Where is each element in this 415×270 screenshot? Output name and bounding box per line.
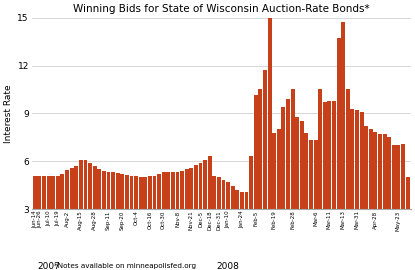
Bar	[364, 126, 368, 257]
Bar	[240, 192, 244, 257]
Bar	[244, 192, 249, 257]
Bar	[268, 18, 271, 257]
Bar	[360, 112, 364, 257]
Bar	[83, 160, 88, 257]
Bar	[401, 144, 405, 257]
Bar	[176, 172, 179, 257]
Bar	[134, 176, 138, 257]
Bar	[65, 170, 69, 257]
Bar	[327, 102, 331, 257]
Bar	[369, 129, 373, 257]
Bar	[157, 174, 161, 257]
Bar	[171, 173, 175, 257]
Bar	[355, 110, 359, 257]
Bar	[139, 177, 143, 257]
Y-axis label: Interest Rate: Interest Rate	[4, 84, 13, 143]
Bar	[226, 182, 230, 257]
Bar	[107, 172, 110, 257]
Bar	[222, 180, 225, 257]
Bar	[259, 89, 262, 257]
Bar	[37, 176, 42, 257]
Bar	[305, 133, 308, 257]
Bar	[116, 173, 120, 257]
Text: *Notes available on minneapolisfed.org: *Notes available on minneapolisfed.org	[54, 263, 196, 269]
Bar	[277, 129, 281, 257]
Bar	[194, 165, 198, 257]
Bar	[46, 176, 51, 257]
Bar	[323, 102, 327, 257]
Bar	[272, 133, 276, 257]
Bar	[387, 137, 391, 257]
Bar	[93, 166, 97, 257]
Bar	[235, 190, 239, 257]
Bar	[341, 22, 345, 257]
Bar	[318, 89, 322, 257]
Bar	[74, 166, 78, 257]
Bar	[51, 176, 55, 257]
Bar	[350, 109, 354, 257]
Bar	[162, 173, 166, 257]
Bar	[97, 169, 101, 257]
Bar	[300, 122, 304, 257]
Bar	[217, 177, 221, 257]
Bar	[102, 171, 106, 257]
Bar	[189, 168, 193, 257]
Bar	[346, 89, 350, 257]
Bar	[392, 145, 396, 257]
Bar	[314, 140, 317, 257]
Bar	[263, 70, 267, 257]
Bar	[88, 163, 92, 257]
Title: Winning Bids for State of Wisconsin Auction-Rate Bonds*: Winning Bids for State of Wisconsin Auct…	[73, 4, 369, 14]
Bar	[61, 174, 64, 257]
Bar	[309, 140, 313, 257]
Bar	[208, 157, 212, 257]
Bar	[143, 177, 147, 257]
Bar	[383, 134, 386, 257]
Text: 2008: 2008	[217, 262, 239, 270]
Bar	[249, 156, 253, 257]
Bar	[125, 175, 129, 257]
Bar	[148, 176, 152, 257]
Bar	[56, 176, 60, 257]
Bar	[396, 145, 400, 257]
Bar	[295, 117, 299, 257]
Bar	[185, 169, 189, 257]
Bar	[120, 174, 124, 257]
Bar	[374, 132, 377, 257]
Text: 2007: 2007	[37, 262, 60, 270]
Bar	[79, 160, 83, 257]
Bar	[254, 95, 258, 257]
Bar	[70, 168, 73, 257]
Bar	[281, 107, 285, 257]
Bar	[378, 134, 382, 257]
Bar	[212, 176, 216, 257]
Bar	[42, 176, 46, 257]
Bar	[180, 171, 184, 257]
Bar	[337, 38, 341, 257]
Bar	[153, 176, 156, 257]
Bar	[198, 163, 203, 257]
Bar	[33, 176, 37, 257]
Bar	[332, 102, 336, 257]
Bar	[203, 160, 207, 257]
Bar	[166, 173, 170, 257]
Bar	[111, 173, 115, 257]
Bar	[286, 99, 290, 257]
Bar	[231, 186, 235, 257]
Bar	[129, 176, 134, 257]
Bar	[405, 177, 410, 257]
Bar	[290, 89, 295, 257]
